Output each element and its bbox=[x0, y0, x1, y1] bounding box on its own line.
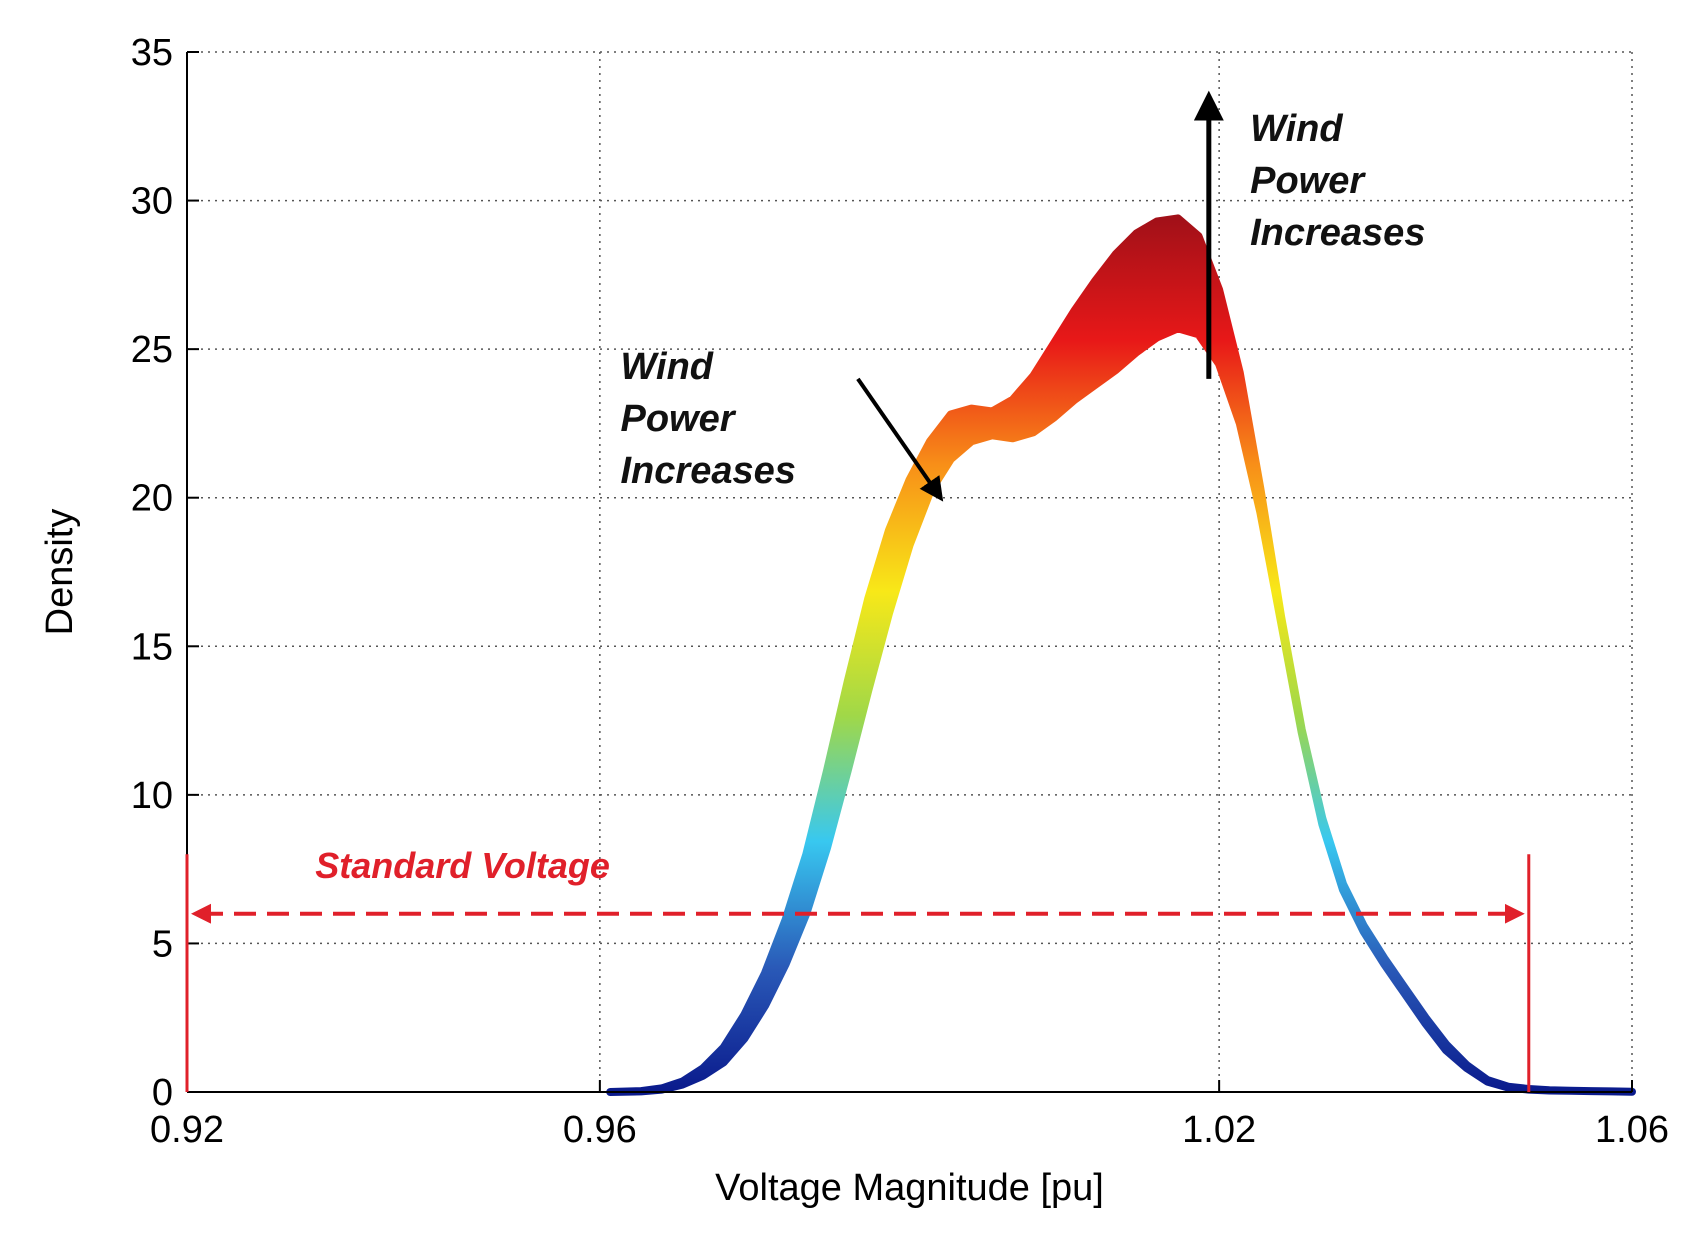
grid bbox=[186, 51, 1633, 1093]
annot-line: Power bbox=[621, 398, 737, 440]
x-tick-label: 1.06 bbox=[1595, 1109, 1669, 1151]
y-axis-label: Density bbox=[39, 509, 81, 636]
standard-voltage-range: Standard Voltage bbox=[191, 845, 1525, 924]
x-tick-label: 0.92 bbox=[150, 1109, 224, 1151]
density-band-fill bbox=[606, 214, 1636, 1096]
y-tick-label: 20 bbox=[131, 478, 173, 520]
y-ticks: 0 5 10 15 20 25 30 35 bbox=[131, 32, 199, 1114]
x-ticks: 0.92 0.96 1.02 1.06 bbox=[150, 1080, 1669, 1151]
x-axis-label: Voltage Magnitude [pu] bbox=[715, 1167, 1104, 1209]
x-tick-label: 1.02 bbox=[1182, 1109, 1256, 1151]
standard-voltage-label: Standard Voltage bbox=[315, 845, 610, 886]
y-tick-label: 5 bbox=[152, 923, 173, 965]
reference-lines bbox=[185, 854, 1531, 1092]
annot-line: Wind bbox=[1250, 108, 1343, 150]
density-band bbox=[606, 214, 1636, 1096]
wind-power-label-left: Wind Power Increases bbox=[621, 346, 796, 492]
y-tick-label: 25 bbox=[131, 329, 173, 371]
annot-line: Power bbox=[1250, 160, 1366, 202]
annot-line: Increases bbox=[1250, 212, 1425, 254]
annot-line: Wind bbox=[621, 346, 714, 388]
y-tick-label: 0 bbox=[152, 1072, 173, 1114]
series-low-wind bbox=[610, 326, 1633, 1094]
wind-power-arrow-diagonal bbox=[856, 377, 944, 502]
annotations: Wind Power Increases Wind Power Increase… bbox=[621, 90, 1425, 502]
wind-power-label-right: Wind Power Increases bbox=[1250, 108, 1425, 254]
y-tick-label: 10 bbox=[131, 775, 173, 817]
y-tick-label: 15 bbox=[131, 626, 173, 668]
axes bbox=[186, 52, 1632, 1093]
y-tick-label: 30 bbox=[131, 181, 173, 223]
annot-line: Increases bbox=[621, 450, 796, 492]
x-tick-label: 0.96 bbox=[563, 1109, 637, 1151]
y-tick-label: 35 bbox=[131, 32, 173, 74]
